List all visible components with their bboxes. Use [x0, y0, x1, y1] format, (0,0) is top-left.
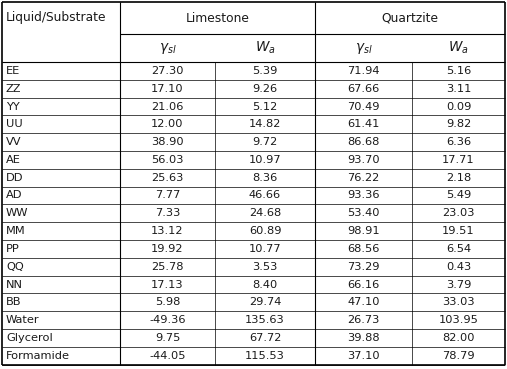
Text: 23.03: 23.03 — [442, 208, 475, 218]
Text: UU: UU — [6, 119, 23, 129]
Text: 7.77: 7.77 — [155, 190, 180, 200]
Text: 24.68: 24.68 — [249, 208, 281, 218]
Text: $\it{W}_{a}$: $\it{W}_{a}$ — [448, 40, 469, 56]
Text: DD: DD — [6, 173, 23, 183]
Text: YY: YY — [6, 101, 20, 111]
Text: 29.74: 29.74 — [249, 297, 281, 307]
Text: 27.30: 27.30 — [151, 66, 184, 76]
Text: BB: BB — [6, 297, 21, 307]
Text: 19.51: 19.51 — [442, 226, 475, 236]
Text: VV: VV — [6, 137, 21, 147]
Text: 71.94: 71.94 — [347, 66, 380, 76]
Text: 19.92: 19.92 — [151, 244, 184, 254]
Text: Water: Water — [6, 315, 40, 325]
Text: 17.13: 17.13 — [151, 279, 184, 290]
Text: 26.73: 26.73 — [347, 315, 380, 325]
Text: 61.41: 61.41 — [347, 119, 380, 129]
Text: 115.53: 115.53 — [245, 351, 285, 361]
Text: 8.40: 8.40 — [252, 279, 278, 290]
Text: 0.43: 0.43 — [446, 262, 471, 272]
Text: 9.82: 9.82 — [446, 119, 471, 129]
Text: 135.63: 135.63 — [245, 315, 285, 325]
Text: 9.75: 9.75 — [155, 333, 180, 343]
Text: 8.36: 8.36 — [252, 173, 278, 183]
Text: PP: PP — [6, 244, 20, 254]
Text: 39.88: 39.88 — [347, 333, 380, 343]
Text: 98.91: 98.91 — [347, 226, 380, 236]
Text: Limestone: Limestone — [186, 11, 249, 24]
Text: 37.10: 37.10 — [347, 351, 380, 361]
Text: -49.36: -49.36 — [149, 315, 186, 325]
Text: 47.10: 47.10 — [347, 297, 380, 307]
Text: AD: AD — [6, 190, 22, 200]
Text: AE: AE — [6, 155, 21, 165]
Text: 78.79: 78.79 — [442, 351, 475, 361]
Text: 5.12: 5.12 — [252, 101, 278, 111]
Text: 14.82: 14.82 — [249, 119, 281, 129]
Text: 9.72: 9.72 — [252, 137, 278, 147]
Text: 67.66: 67.66 — [347, 84, 380, 94]
Text: 5.16: 5.16 — [446, 66, 471, 76]
Text: ZZ: ZZ — [6, 84, 21, 94]
Text: 21.06: 21.06 — [151, 101, 184, 111]
Text: 76.22: 76.22 — [347, 173, 380, 183]
Text: 56.03: 56.03 — [151, 155, 184, 165]
Text: 2.18: 2.18 — [446, 173, 471, 183]
Text: 13.12: 13.12 — [151, 226, 184, 236]
Text: WW: WW — [6, 208, 28, 218]
Text: 17.10: 17.10 — [151, 84, 184, 94]
Text: 60.89: 60.89 — [249, 226, 281, 236]
Text: $\it{W}_{a}$: $\it{W}_{a}$ — [255, 40, 275, 56]
Text: Quartzite: Quartzite — [381, 11, 439, 24]
Text: 82.00: 82.00 — [442, 333, 475, 343]
Text: 25.78: 25.78 — [151, 262, 184, 272]
Text: Glycerol: Glycerol — [6, 333, 53, 343]
Text: 53.40: 53.40 — [347, 208, 380, 218]
Text: 10.97: 10.97 — [249, 155, 281, 165]
Text: EE: EE — [6, 66, 20, 76]
Text: 9.26: 9.26 — [252, 84, 277, 94]
Text: 73.29: 73.29 — [347, 262, 380, 272]
Text: 5.39: 5.39 — [252, 66, 278, 76]
Text: 3.11: 3.11 — [446, 84, 471, 94]
Text: 12.00: 12.00 — [151, 119, 184, 129]
Text: 68.56: 68.56 — [347, 244, 380, 254]
Text: MM: MM — [6, 226, 26, 236]
Text: 5.98: 5.98 — [155, 297, 180, 307]
Text: Liquid/Substrate: Liquid/Substrate — [6, 11, 106, 24]
Text: 25.63: 25.63 — [151, 173, 184, 183]
Text: 33.03: 33.03 — [442, 297, 475, 307]
Text: 3.53: 3.53 — [252, 262, 278, 272]
Text: 67.72: 67.72 — [249, 333, 281, 343]
Text: -44.05: -44.05 — [149, 351, 186, 361]
Text: 86.68: 86.68 — [347, 137, 380, 147]
Text: Formamide: Formamide — [6, 351, 70, 361]
Text: 38.90: 38.90 — [151, 137, 184, 147]
Text: 3.79: 3.79 — [446, 279, 471, 290]
Text: 103.95: 103.95 — [439, 315, 479, 325]
Text: 66.16: 66.16 — [347, 279, 380, 290]
Text: 70.49: 70.49 — [347, 101, 380, 111]
Text: NN: NN — [6, 279, 23, 290]
Text: 46.66: 46.66 — [249, 190, 281, 200]
Text: QQ: QQ — [6, 262, 24, 272]
Text: $\it{\gamma}_{sl}$: $\it{\gamma}_{sl}$ — [355, 41, 372, 55]
Text: 0.09: 0.09 — [446, 101, 471, 111]
Text: $\it{\gamma}_{sl}$: $\it{\gamma}_{sl}$ — [159, 41, 176, 55]
Text: 17.71: 17.71 — [442, 155, 475, 165]
Text: 93.36: 93.36 — [347, 190, 380, 200]
Text: 10.77: 10.77 — [249, 244, 281, 254]
Text: 6.54: 6.54 — [446, 244, 471, 254]
Text: 93.70: 93.70 — [347, 155, 380, 165]
Text: 5.49: 5.49 — [446, 190, 471, 200]
Text: 6.36: 6.36 — [446, 137, 471, 147]
Text: 7.33: 7.33 — [155, 208, 180, 218]
